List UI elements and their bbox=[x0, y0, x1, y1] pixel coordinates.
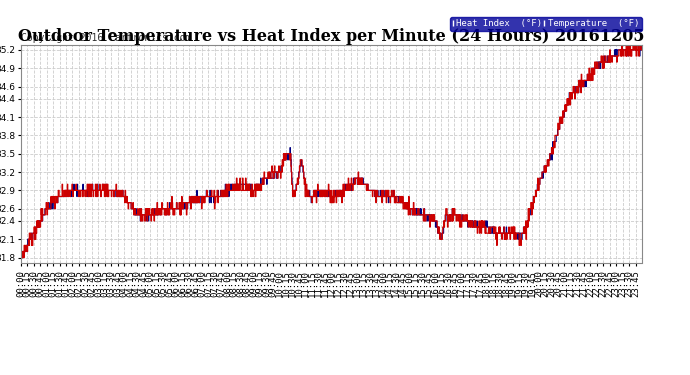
Text: Copyright 2016 Cartronics.com: Copyright 2016 Cartronics.com bbox=[21, 33, 191, 43]
Title: Outdoor Temperature vs Heat Index per Minute (24 Hours) 20161205: Outdoor Temperature vs Heat Index per Mi… bbox=[18, 28, 644, 45]
Legend: Heat Index  (°F), Temperature  (°F): Heat Index (°F), Temperature (°F) bbox=[450, 17, 642, 31]
